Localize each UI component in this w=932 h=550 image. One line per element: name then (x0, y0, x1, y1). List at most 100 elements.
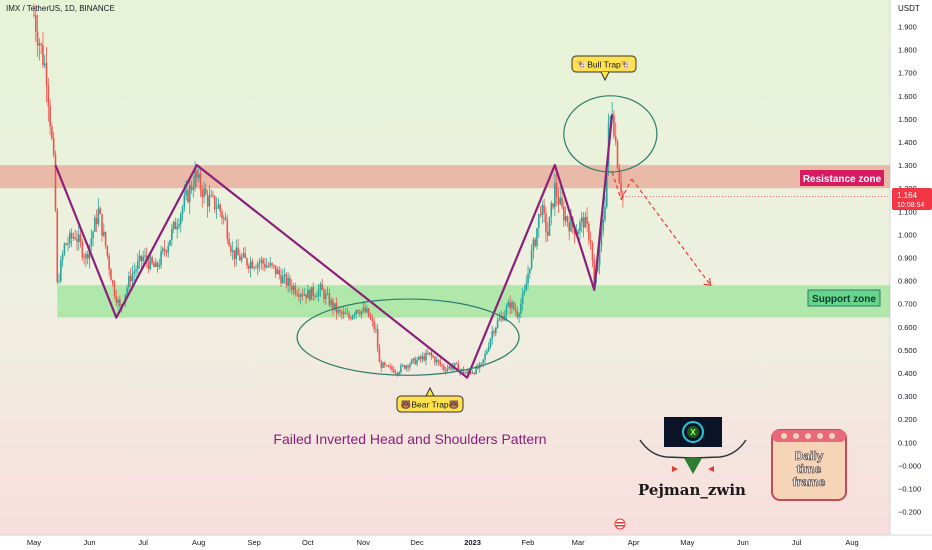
candle-body (613, 115, 615, 137)
candle-body (534, 239, 536, 247)
candle-body (68, 232, 71, 244)
candle-body (264, 263, 266, 268)
candle-body (67, 243, 69, 245)
candle-body (65, 243, 68, 245)
candle-body (414, 358, 417, 365)
candle-body (280, 274, 282, 284)
candle-body (357, 310, 359, 313)
candle-body (584, 216, 587, 228)
candle-body (131, 273, 134, 282)
candle-body (106, 246, 109, 256)
candle-body (428, 352, 431, 355)
candle-body (165, 251, 168, 253)
candle-body (36, 31, 39, 46)
last-price-text: 1.164 (897, 191, 918, 200)
candle-body (298, 295, 300, 297)
candle-body (516, 311, 519, 317)
bull-trap-text: 🐮Bull Trap🐮 (577, 60, 632, 70)
zones-layer (0, 165, 890, 318)
support-zone (57, 285, 890, 318)
candle-body (299, 294, 302, 297)
candle-body (423, 356, 426, 361)
candle-body (412, 358, 415, 360)
y-tick-label: 0.700 (898, 300, 917, 309)
timeframe-badge: Daily time frame (771, 429, 847, 501)
candle-body (460, 368, 463, 370)
candle-body (418, 356, 420, 360)
candle-body (217, 204, 220, 209)
candle-body (396, 372, 399, 375)
candle-body (285, 274, 288, 286)
candle-body (237, 247, 239, 256)
candle-body (425, 352, 427, 361)
candle-body (190, 185, 193, 190)
candle-body (305, 294, 307, 299)
x-tick-label: Apr (628, 538, 640, 547)
candle-body (219, 204, 221, 212)
candle-body (355, 310, 357, 315)
candle-body (409, 364, 411, 368)
candle-body (224, 217, 227, 221)
candle-body (392, 369, 395, 373)
x-tick-label: Jul (138, 538, 148, 547)
bear-trap-pointer (425, 386, 435, 397)
x-tick-label: Feb (522, 538, 535, 547)
candle-body (437, 359, 440, 362)
candle-body (614, 136, 617, 142)
candle-body (384, 362, 386, 366)
candle-body (505, 306, 508, 316)
candle-body (559, 197, 562, 205)
ellipses-layer (296, 95, 658, 376)
candle-body (149, 256, 152, 270)
candle-body (115, 295, 118, 303)
y-axis: −0.200 −0.100 −0.000 0.100 0.200 0.300 0.400 0.… (898, 23, 921, 517)
candle-body (333, 303, 336, 309)
candle-body (453, 362, 456, 367)
candle-body (339, 310, 341, 312)
badge-ring-2 (793, 433, 799, 439)
candle-body (79, 234, 82, 243)
candle-body (373, 321, 375, 330)
candle-body (301, 294, 304, 296)
candle-body (364, 307, 366, 313)
candle-body (178, 224, 180, 227)
candle-body (290, 285, 293, 291)
x-tick-label: May (27, 538, 41, 547)
candle-body (532, 239, 535, 251)
author-logo-right-arrow (708, 466, 714, 472)
resistance-label-text: Resistance zone (803, 174, 882, 185)
candle-body (158, 265, 161, 267)
candle-body (376, 328, 379, 349)
candle-body (196, 170, 198, 179)
candle-body (103, 231, 105, 236)
candle-body (609, 116, 612, 123)
candle-body (85, 253, 87, 258)
candle-body (33, 14, 35, 16)
author-logo-mark: X (690, 428, 696, 437)
candle-body (500, 316, 502, 319)
candle-body (582, 217, 585, 228)
candle-body (42, 44, 44, 66)
candle-body (496, 320, 499, 328)
candle-body (153, 263, 155, 268)
candle-body (289, 277, 291, 286)
candle-body (265, 265, 268, 268)
candle-body (273, 264, 275, 266)
y-tick-label: 0.900 (898, 254, 917, 263)
candle-body (144, 255, 146, 257)
candle-body (233, 250, 236, 260)
candle-body (482, 359, 485, 364)
candle-body (555, 182, 558, 197)
candle-body (537, 213, 540, 229)
candle-body (378, 348, 381, 363)
candle-body (231, 250, 234, 252)
candle-body (546, 231, 549, 236)
candle-body (278, 269, 281, 275)
candle-body (314, 295, 316, 297)
y-tick-label: 0.800 (898, 277, 917, 286)
candle-body (282, 275, 284, 284)
candle-body (230, 245, 232, 252)
author-logo: X Pejman_zwin (638, 417, 747, 499)
candle-body (443, 366, 445, 370)
candle-body (469, 371, 472, 374)
